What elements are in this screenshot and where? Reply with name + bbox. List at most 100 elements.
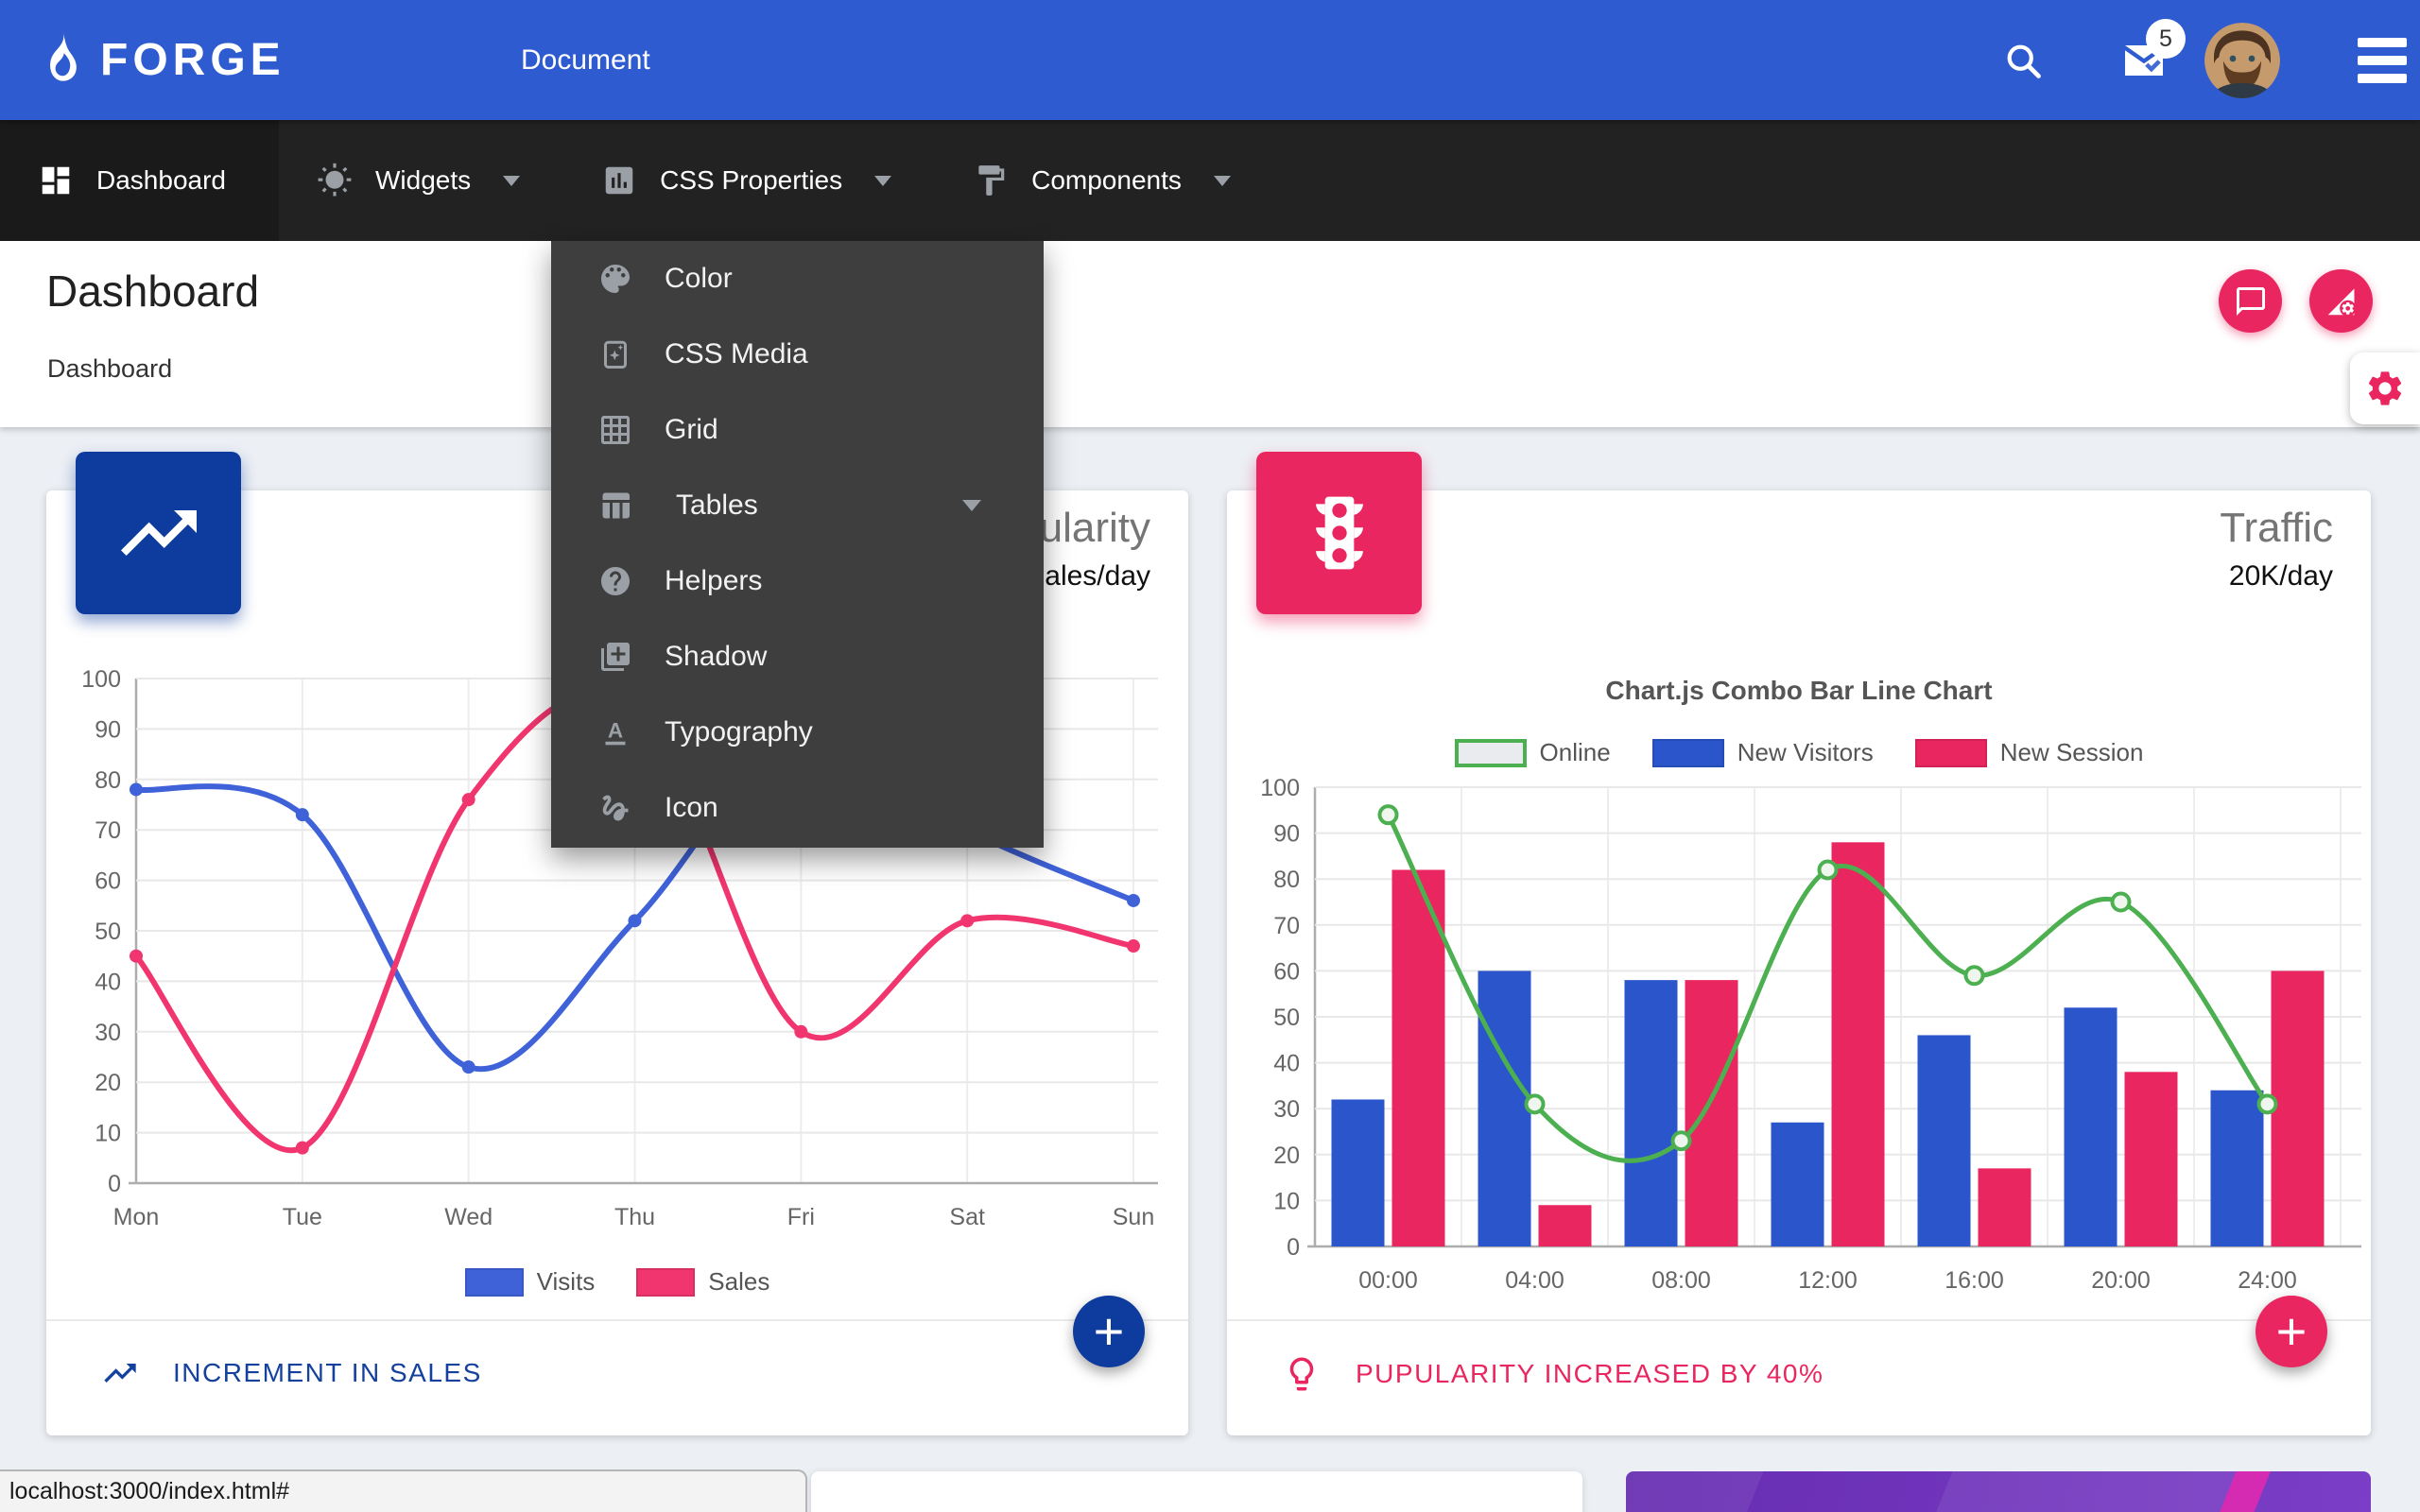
legend-swatch: [1914, 738, 1987, 767]
svg-text:90: 90: [95, 716, 121, 743]
svg-text:Sat: Sat: [949, 1204, 985, 1230]
page-title: Dashboard: [46, 266, 260, 316]
avatar[interactable]: [2204, 23, 2280, 98]
bottom-card-purple: [1626, 1471, 2371, 1512]
nav-label: Dashboard: [96, 165, 226, 195]
legend-swatch: [1454, 738, 1527, 767]
menu-item-grid[interactable]: Grid: [551, 392, 1044, 468]
card-subtitle: 20K/day: [2228, 560, 2333, 592]
gear-icon: [2364, 368, 2406, 409]
card-subtitle: Sales/day: [1026, 560, 1150, 592]
svg-text:30: 30: [95, 1020, 121, 1046]
menu-item-label: Icon: [665, 792, 718, 823]
avatar-image: [2204, 23, 2280, 98]
legend-label: Sales: [708, 1267, 770, 1296]
svg-text:Fri: Fri: [787, 1204, 815, 1230]
network-settings-button[interactable]: [2309, 269, 2373, 333]
menu-icon[interactable]: [2358, 0, 2407, 120]
logo-text: FORGE: [100, 35, 285, 85]
menu-item-label: CSS Media: [665, 338, 808, 369]
mail-button[interactable]: 5: [2118, 0, 2186, 120]
svg-text:04:00: 04:00: [1505, 1267, 1564, 1294]
nav-label: Widgets: [374, 165, 472, 195]
menu-item-tables[interactable]: Tables: [551, 468, 1044, 543]
svg-text:90: 90: [1273, 821, 1300, 848]
menu-item-helpers[interactable]: Helpers: [551, 543, 1044, 619]
svg-text:10: 10: [95, 1121, 121, 1147]
nav-item-widgets[interactable]: Widgets: [279, 120, 563, 241]
menu-item-typography[interactable]: A Typography: [551, 695, 1044, 770]
svg-text:Mon: Mon: [113, 1204, 160, 1230]
svg-text:0: 0: [108, 1171, 121, 1197]
menu-item-label: Helpers: [665, 565, 763, 596]
bar-chart-icon: [605, 166, 633, 195]
svg-text:08:00: 08:00: [1651, 1267, 1711, 1294]
legend-item[interactable]: New Session: [1914, 738, 2144, 767]
svg-text:40: 40: [95, 969, 121, 995]
trending-up-icon: [104, 1364, 136, 1383]
menu-item-css-media[interactable]: CSS Media: [551, 317, 1044, 392]
nav-label: CSS Properties: [660, 165, 843, 195]
svg-text:20:00: 20:00: [2091, 1267, 2151, 1294]
main-content: Popularity Sales/day 0 10 20 30 40 50 60 70 80 90…: [0, 427, 2420, 1512]
nav-item-components[interactable]: Components: [935, 120, 1274, 241]
legend-item[interactable]: Sales: [636, 1267, 769, 1297]
nav-item-css-properties[interactable]: CSS Properties: [563, 120, 935, 241]
sun-icon: [318, 163, 352, 197]
chat-button[interactable]: [2219, 269, 2282, 333]
grid-icon: [601, 416, 630, 444]
svg-text:20: 20: [1273, 1143, 1300, 1169]
layers-add-icon: [601, 643, 630, 671]
svg-text:24:00: 24:00: [2238, 1267, 2297, 1294]
status-url-bar: localhost:3000/index.html#: [0, 1469, 807, 1512]
bottom-card-left: [811, 1471, 1582, 1512]
lightbulb-icon: [1289, 1357, 1314, 1391]
nav-label: Components: [1031, 165, 1182, 195]
menu-item-label: Shadow: [665, 641, 768, 672]
legend-item[interactable]: Online: [1454, 738, 1611, 767]
svg-text:80: 80: [1273, 867, 1300, 893]
main-navbar: Dashboard Widgets CSS Properties Compone…: [0, 120, 2420, 241]
menu-item-color[interactable]: Color: [551, 241, 1044, 317]
add-button[interactable]: +: [2256, 1296, 2327, 1367]
flame-logo-icon: [50, 31, 77, 81]
menu-item-shadow[interactable]: Shadow: [551, 619, 1044, 695]
svg-text:100: 100: [81, 666, 121, 693]
search-button[interactable]: [1996, 0, 2049, 120]
paint-roller-icon: [978, 165, 1005, 196]
menu-item-label: Grid: [665, 414, 718, 445]
legend-label: Online: [1539, 738, 1611, 766]
chevron-down-icon: [874, 175, 892, 186]
svg-text:12:00: 12:00: [1798, 1267, 1858, 1294]
legend-label: New Session: [1999, 738, 2144, 766]
traffic-combo-chart: 0 10 20 30 40 50 60 70 80 90 100 00:00 04:00 08:00 12:…: [1260, 775, 2361, 1294]
svg-text:Wed: Wed: [444, 1204, 493, 1230]
legend-item[interactable]: New Visitors: [1651, 738, 1874, 767]
svg-text:16:00: 16:00: [1945, 1267, 2004, 1294]
legend-label: Visits: [536, 1267, 596, 1296]
network-check-icon: [2327, 288, 2356, 317]
svg-text:0: 0: [1287, 1234, 1300, 1261]
menu-item-icon[interactable]: Icon: [551, 770, 1044, 846]
chat-bubble-icon: [2236, 286, 2265, 316]
nav-item-dashboard[interactable]: Dashboard: [0, 120, 279, 241]
popularity-card: Popularity Sales/day 0 10 20 30 40 50 60 70 80 90…: [46, 452, 1188, 1435]
menu-item-label: Color: [665, 263, 733, 294]
add-button[interactable]: +: [1073, 1296, 1145, 1367]
card-header: Traffic 20K/day: [2220, 504, 2333, 593]
breadcrumb[interactable]: Dashboard: [47, 354, 173, 383]
svg-text:60: 60: [95, 868, 121, 895]
svg-text:A: A: [608, 718, 623, 742]
app-logo[interactable]: FORGE: [38, 0, 285, 120]
settings-panel-toggle[interactable]: [2350, 352, 2420, 424]
svg-text:Sun: Sun: [1113, 1204, 1154, 1230]
legend-item[interactable]: Visits: [464, 1267, 596, 1297]
traffic-light-tile: [1256, 452, 1422, 614]
help-icon: [601, 567, 630, 595]
chevron-down-icon: [503, 175, 521, 186]
svg-text:20: 20: [95, 1070, 121, 1096]
svg-text:40: 40: [1273, 1051, 1300, 1077]
footer-text: PUPULARITY INCREASED BY 40%: [1356, 1359, 1824, 1388]
gesture-icon: [602, 795, 629, 821]
svg-text:70: 70: [95, 817, 121, 844]
